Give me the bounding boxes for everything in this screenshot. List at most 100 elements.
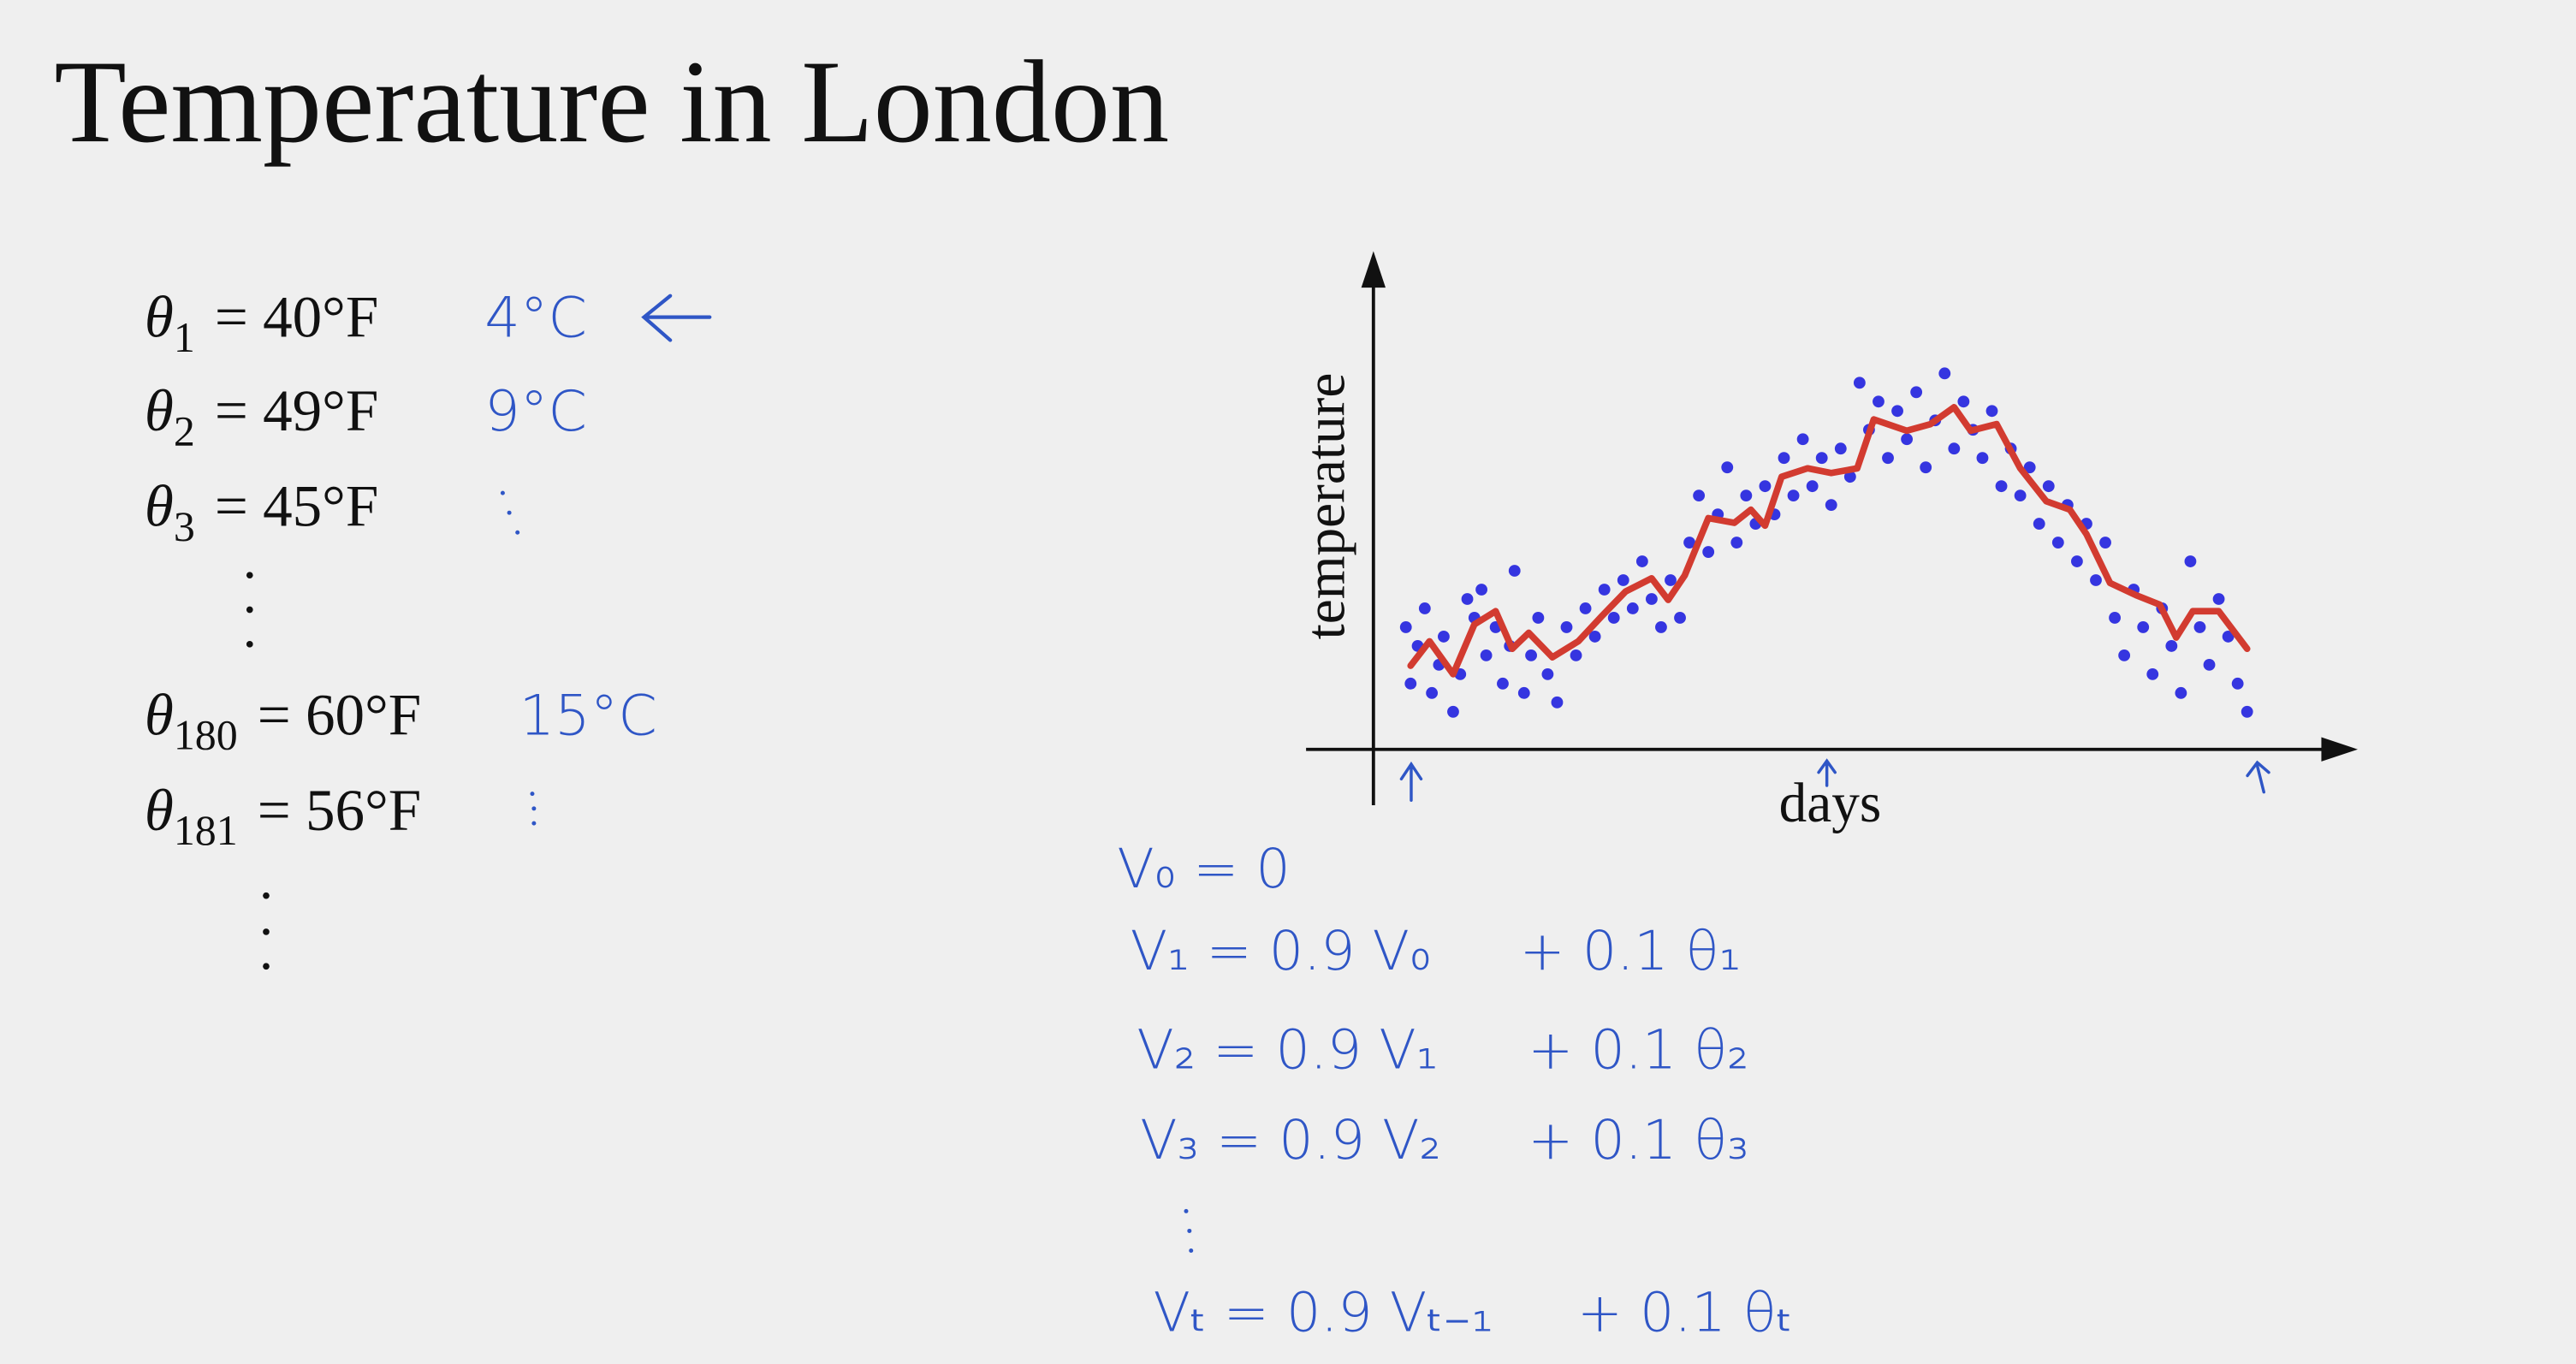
y-axis-label: temperature: [1295, 373, 1356, 640]
data-point: [2203, 658, 2216, 671]
data-point: [2070, 555, 2083, 567]
subscript: 2: [174, 407, 195, 454]
reading: θ180 = 60°F: [145, 681, 421, 758]
reading-value: = 40°F: [215, 284, 378, 350]
data-point: [1447, 705, 1459, 718]
data-point: [1645, 593, 1658, 605]
data-point: [2137, 621, 2150, 633]
data-point: [2023, 461, 2036, 474]
data-point: [1901, 433, 1914, 446]
data-point: [1825, 499, 1837, 512]
data-point: [1796, 433, 1809, 446]
data-point: [1730, 537, 1743, 549]
data-point: [1607, 612, 1620, 624]
data-point: [1815, 452, 1828, 465]
equation-rhs: + 0.1 θ₃: [1528, 1108, 1748, 1171]
data-point: [1475, 584, 1488, 596]
data-point: [1570, 649, 1582, 661]
data-point: [1674, 612, 1686, 624]
equation-lhs: V₁ = 0.9 V₀: [1131, 919, 1432, 982]
data-point: [1873, 395, 1885, 408]
data-point: [1806, 480, 1819, 493]
data-point: [2184, 555, 2197, 567]
data-point: [1665, 574, 1677, 586]
equation-rhs: + 0.1 θ₂: [1528, 1017, 1748, 1081]
theta: θ: [145, 473, 174, 539]
data-point: [1598, 584, 1611, 596]
data-point: [2241, 705, 2253, 718]
data-point: [1426, 686, 1439, 699]
data-point: [1508, 565, 1521, 577]
data-point: [2118, 649, 2131, 661]
data-point: [2193, 621, 2206, 633]
reading: θ1 = 40°F: [145, 284, 378, 361]
reading: θ181 = 56°F: [145, 777, 421, 854]
data-point: [1995, 480, 2008, 493]
data-point: [1399, 621, 1412, 633]
data-point: [1579, 602, 1592, 614]
data-point: [1655, 621, 1667, 633]
data-point: [2231, 677, 2244, 690]
ellipsis: [246, 572, 270, 970]
axes: [1306, 251, 2358, 806]
subscript: 1: [174, 314, 195, 361]
hand-arrow: [641, 294, 712, 342]
data-point: [1702, 546, 1715, 558]
reading-value: = 60°F: [258, 681, 421, 747]
data-point: [1438, 631, 1450, 643]
reading-value: = 56°F: [258, 777, 421, 843]
hand-dots: [500, 490, 1194, 1253]
data-point: [1525, 649, 1537, 661]
data-point: [1843, 471, 1856, 483]
equation-lhs: V₀ = 0: [1117, 837, 1290, 900]
average-line: [1407, 404, 2251, 678]
data-point: [1635, 555, 1648, 567]
data-point: [2033, 518, 2045, 531]
theta: θ: [145, 777, 174, 843]
data-point: [1588, 631, 1601, 643]
data-point: [1882, 452, 1894, 465]
data-point: [1461, 593, 1474, 605]
theta: θ: [145, 284, 174, 350]
data-point: [1560, 621, 1573, 633]
hand-note: 15°C: [519, 683, 657, 748]
data-point: [2051, 537, 2064, 549]
equation-lhs: Vₜ = 0.9 Vₜ₋₁: [1154, 1281, 1493, 1344]
subscript: 180: [174, 712, 238, 759]
data-point: [1948, 442, 1961, 455]
data-point: [1759, 480, 1772, 493]
data-point: [2090, 574, 2102, 586]
data-point: [1721, 461, 1734, 474]
data-point: [1778, 452, 1790, 465]
data-point: [1480, 649, 1493, 661]
data-point: [1541, 667, 1554, 680]
data-point: [2109, 612, 2121, 624]
reading-value: = 45°F: [215, 473, 378, 539]
data-point: [2042, 480, 2055, 493]
data-point: [1834, 442, 1847, 455]
data-point: [1787, 489, 1800, 502]
data-point: [1617, 574, 1629, 586]
hand-note: 4°C: [484, 286, 587, 351]
reading: θ3 = 45°F: [145, 473, 378, 550]
data-point: [2175, 686, 2187, 699]
data-point: [1938, 367, 1951, 380]
x-axis-label: days: [1779, 773, 1882, 834]
data-point: [2146, 667, 2159, 680]
day-arrows: [1399, 758, 2270, 803]
equation-lhs: V₃ = 0.9 V₂: [1140, 1108, 1441, 1171]
equation-lhs: V₂ = 0.9 V₁: [1137, 1017, 1438, 1081]
data-point: [1497, 677, 1509, 690]
subscript: 181: [174, 807, 238, 854]
subscript: 3: [174, 503, 195, 550]
reading: θ2 = 49°F: [145, 377, 378, 454]
equation-rhs: + 0.1 θₜ: [1577, 1281, 1793, 1344]
data-point: [1891, 405, 1903, 418]
data-point: [1957, 395, 1970, 408]
data-point: [1532, 612, 1545, 624]
data-point: [2212, 593, 2225, 605]
theta: θ: [145, 681, 174, 747]
theta: θ: [145, 377, 174, 443]
data-point: [1985, 405, 1998, 418]
